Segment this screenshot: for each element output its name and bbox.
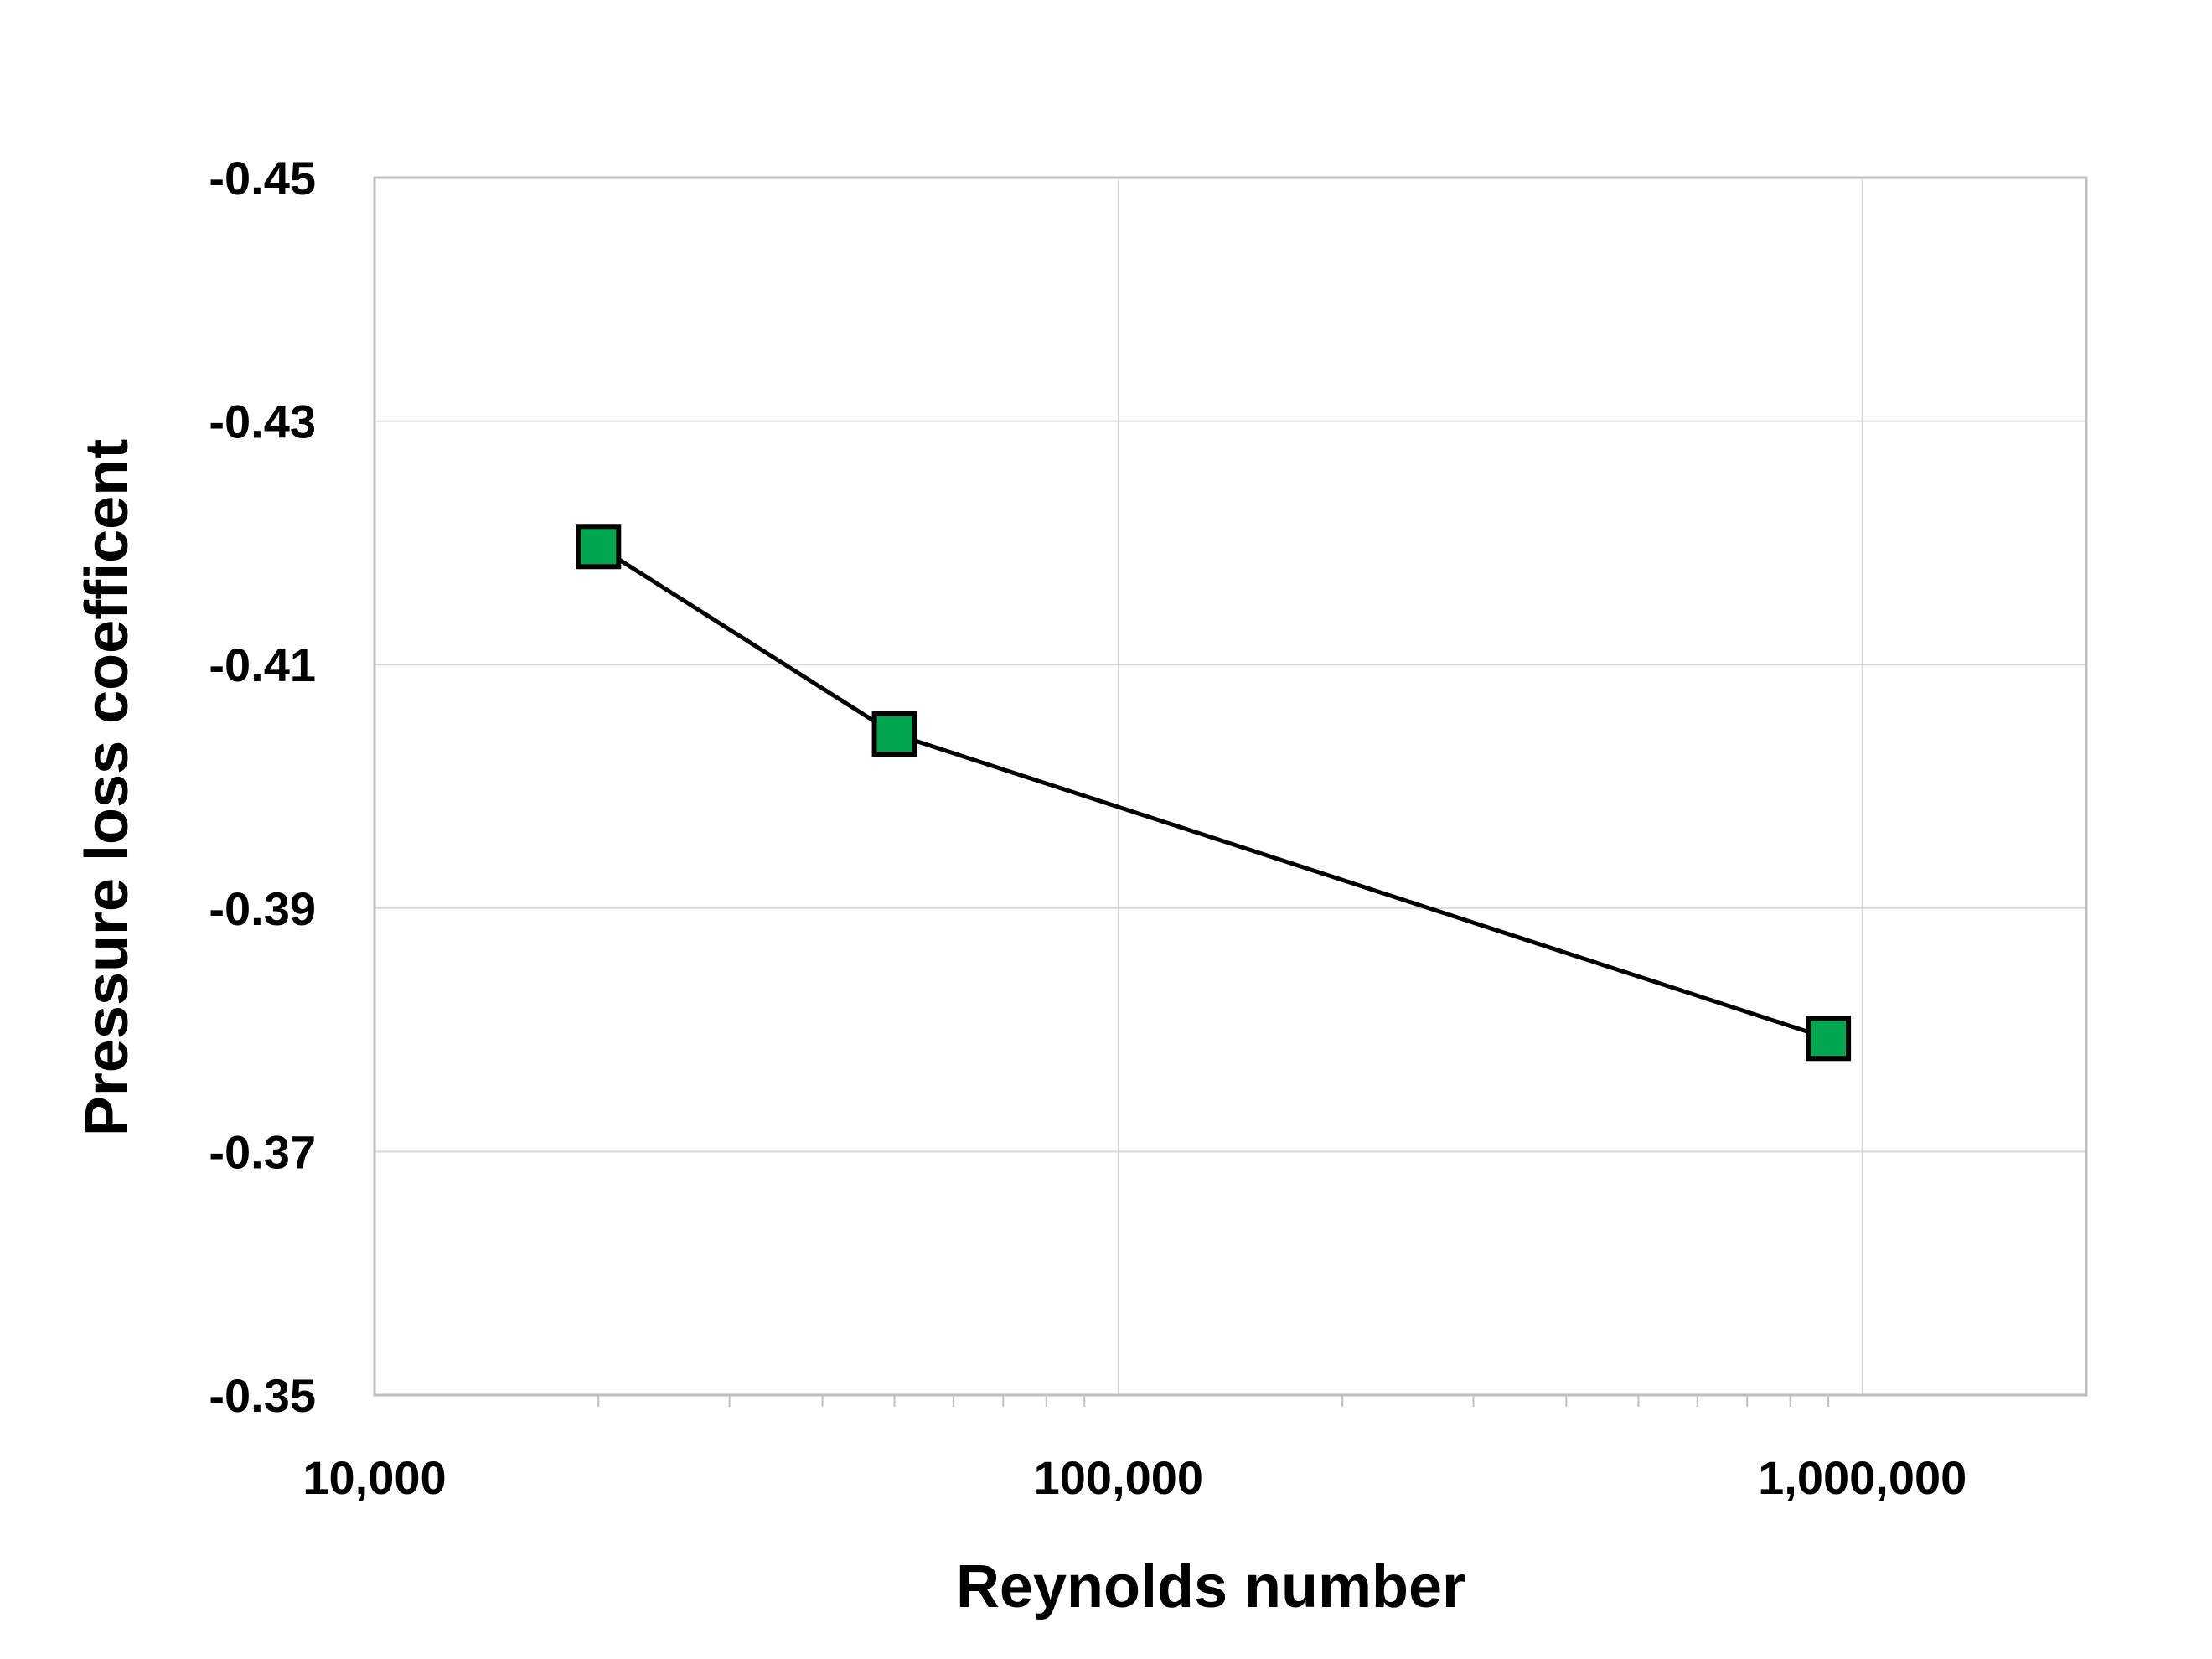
x-minor-ticks <box>597 1395 1830 1407</box>
x-tick-label: 100,000 <box>1034 1451 1203 1504</box>
x-tick-label: 1,000,000 <box>1758 1451 1967 1504</box>
data-point-marker <box>576 524 622 570</box>
data-series <box>576 524 1852 1062</box>
y-tick-label: -0.43 <box>209 395 316 448</box>
y-tick-label: -0.37 <box>209 1125 316 1178</box>
x-tick-labels: 10,000 100,000 1,000,000 <box>302 1451 1967 1504</box>
x-tick-label: 10,000 <box>302 1451 446 1504</box>
plot-area <box>373 176 2088 1397</box>
data-point-marker <box>871 711 917 757</box>
y-axis-title: Pressure loss coefficent <box>74 439 141 1136</box>
y-tick-label: -0.45 <box>209 152 316 204</box>
y-tick-labels: -0.45 -0.43 -0.41 -0.39 -0.37 -0.35 <box>209 152 316 1422</box>
y-tick-label: -0.39 <box>209 882 316 935</box>
y-tick-label: -0.35 <box>209 1369 316 1422</box>
data-point-marker <box>1806 1016 1852 1062</box>
x-axis-title: Reynolds number <box>956 1553 1465 1620</box>
y-tick-label: -0.41 <box>209 638 316 691</box>
